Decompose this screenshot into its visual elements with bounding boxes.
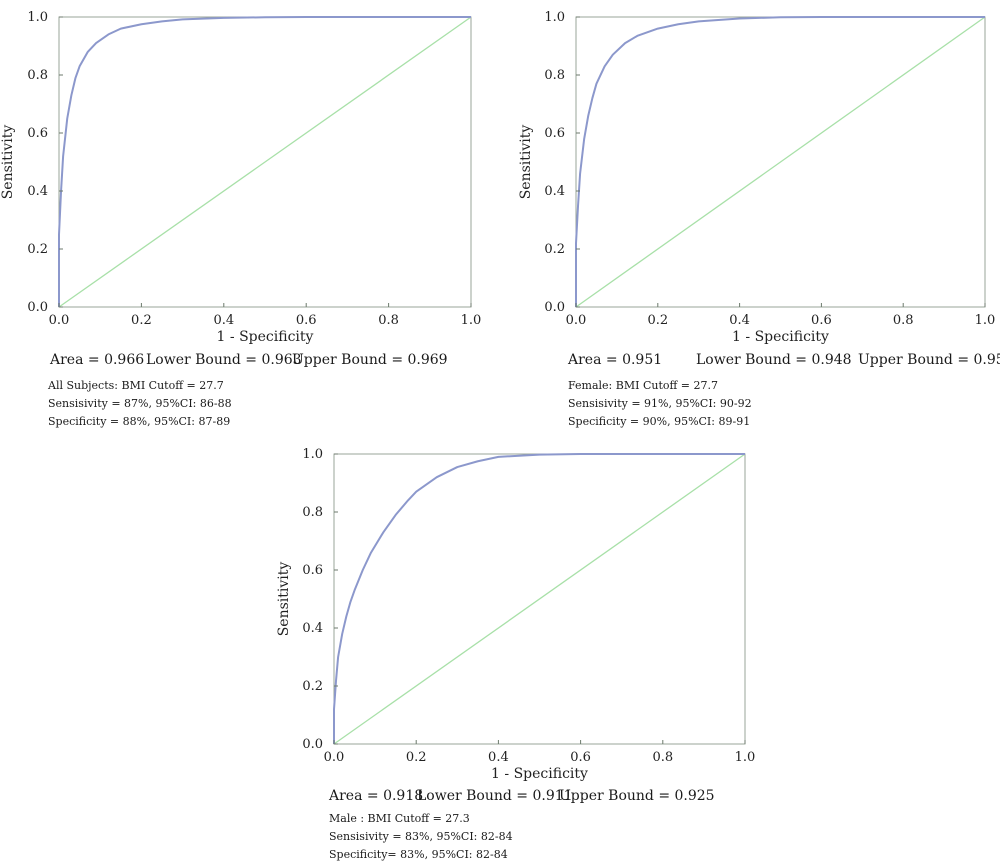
sensitivity-note: Sensisivity = 87%, 95%CI: 86-88 xyxy=(48,397,232,410)
x-axis-title: 1 - Specificity xyxy=(217,329,314,345)
area-text: Area = 0.951 xyxy=(568,352,663,368)
y-axis-title: Sensitivity xyxy=(0,125,16,200)
y-tick-label: 0.2 xyxy=(544,242,565,257)
upper-bound-text: Upper Bound = 0.954 xyxy=(858,352,1000,368)
roc-chart-female: 0.0 0.2 0.4 0.6 0.8 1.0 0.0 0.2 0.4 0.6 0.8 1.0 1 - … xyxy=(518,0,1000,440)
x-tick-label: 0.2 xyxy=(647,313,668,328)
specificity-note: Specificity = 90%, 95%CI: 89-91 xyxy=(568,415,751,428)
reference-diagonal-line xyxy=(575,16,986,308)
y-tick-label: 0.4 xyxy=(544,184,565,199)
cutoff-note: All Subjects: BMI Cutoff = 27.7 xyxy=(48,379,224,392)
y-tick-label: 0.8 xyxy=(544,68,565,83)
sensitivity-note: Sensisivity = 83%, 95%CI: 82-84 xyxy=(329,830,513,843)
cutoff-notes: All Subjects: BMI Cutoff = 27.7 Sensisiv… xyxy=(48,377,232,431)
roc-plot: 0.0 0.2 0.4 0.6 0.8 1.0 0.0 0.2 0.4 0.6 0.8 1.0 1 - … xyxy=(276,447,756,782)
cutoff-note: Male : BMI Cutoff = 27.3 xyxy=(329,812,470,825)
x-tick-label: 0.4 xyxy=(213,313,234,328)
y-tick-label: 0.0 xyxy=(27,300,48,315)
cutoff-notes: Male : BMI Cutoff = 27.3 Sensisivity = 8… xyxy=(329,810,513,864)
y-tick-label: 0.0 xyxy=(544,300,565,315)
lower-bound-text: Lower Bound = 0.911 xyxy=(417,788,573,804)
y-axis-title: Sensitivity xyxy=(276,562,292,637)
x-tick-label: 0.0 xyxy=(324,750,345,765)
x-tick-label: 0.0 xyxy=(49,313,70,328)
y-tick-label: 0.8 xyxy=(27,68,48,83)
x-tick-label: 0.6 xyxy=(296,313,317,328)
y-tick-label: 0.6 xyxy=(544,126,565,141)
specificity-note: Specificity = 88%, 95%CI: 87-89 xyxy=(48,415,231,428)
x-tick-label: 0.2 xyxy=(131,313,152,328)
lower-bound-text: Lower Bound = 0.963 xyxy=(146,352,302,368)
x-axis-title: 1 - Specificity xyxy=(491,766,588,782)
y-tick-label: 0.6 xyxy=(302,563,323,578)
y-axis-title: Sensitivity xyxy=(518,125,534,200)
x-tick-label: 0.2 xyxy=(406,750,427,765)
lower-bound-text: Lower Bound = 0.948 xyxy=(696,352,852,368)
area-text: Area = 0.966 xyxy=(50,352,145,368)
x-tick-label: 0.8 xyxy=(652,750,673,765)
y-tick-label: 0.2 xyxy=(27,242,48,257)
x-tick-label: 0.8 xyxy=(893,313,914,328)
sensitivity-note: Sensisivity = 91%, 95%CI: 90-92 xyxy=(568,397,752,410)
specificity-note: Specificity= 83%, 95%CI: 82-84 xyxy=(329,848,508,861)
y-tick-label: 1.0 xyxy=(27,10,48,25)
x-tick-label: 1.0 xyxy=(461,313,482,328)
roc-plot: 0.0 0.2 0.4 0.6 0.8 1.0 0.0 0.2 0.4 0.6 0.8 1.0 1 - … xyxy=(0,10,482,345)
upper-bound-text: Upper Bound = 0.925 xyxy=(559,788,715,804)
y-tick-label: 0.6 xyxy=(27,126,48,141)
y-tick-label: 1.0 xyxy=(302,447,323,462)
reference-diagonal-line xyxy=(58,16,472,308)
reference-diagonal-line xyxy=(333,453,746,745)
roc-plot: 0.0 0.2 0.4 0.6 0.8 1.0 0.0 0.2 0.4 0.6 0.8 1.0 1 - … xyxy=(518,10,996,345)
y-tick-label: 0.2 xyxy=(302,679,323,694)
roc-chart-male: 0.0 0.2 0.4 0.6 0.8 1.0 0.0 0.2 0.4 0.6 0.8 1.0 1 - … xyxy=(276,436,836,861)
y-tick-label: 0.8 xyxy=(302,505,323,520)
x-tick-label: 0.6 xyxy=(570,750,591,765)
upper-bound-text: Upper Bound = 0.969 xyxy=(292,352,448,368)
y-tick-label: 0.4 xyxy=(27,184,48,199)
x-tick-label: 0.0 xyxy=(566,313,587,328)
area-text: Area = 0.918 xyxy=(329,788,424,804)
y-tick-label: 0.4 xyxy=(302,621,323,636)
x-tick-label: 1.0 xyxy=(975,313,996,328)
cutoff-notes: Female: BMI Cutoff = 27.7 Sensisivity = … xyxy=(568,377,752,431)
x-tick-label: 0.4 xyxy=(488,750,509,765)
roc-curve-line xyxy=(333,453,745,744)
x-tick-label: 0.6 xyxy=(811,313,832,328)
roc-chart-all-subjects: 0.0 0.2 0.4 0.6 0.8 1.0 0.0 0.2 0.4 0.6 0.8 1.0 1 - … xyxy=(0,0,500,440)
roc-curve-line xyxy=(58,16,471,307)
x-axis-title: 1 - Specificity xyxy=(732,329,829,345)
x-tick-label: 0.4 xyxy=(729,313,750,328)
y-tick-label: 0.0 xyxy=(302,737,323,752)
x-tick-label: 1.0 xyxy=(735,750,756,765)
x-tick-label: 0.8 xyxy=(378,313,399,328)
roc-curve-line xyxy=(575,16,985,307)
cutoff-note: Female: BMI Cutoff = 27.7 xyxy=(568,379,719,392)
y-tick-label: 1.0 xyxy=(544,10,565,25)
